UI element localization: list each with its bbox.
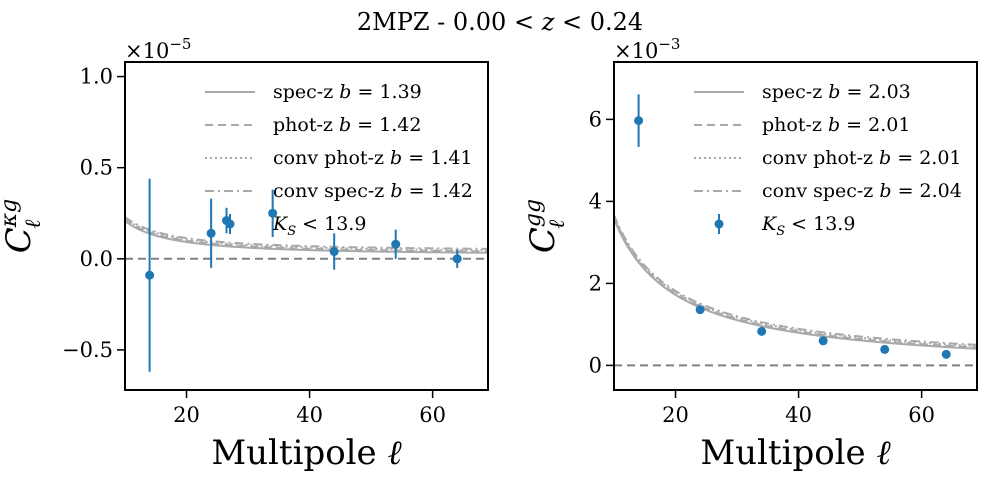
plot-area xyxy=(614,94,977,367)
data-point xyxy=(329,247,339,257)
legend-label: phot-z b = 2.01 xyxy=(762,114,910,136)
legend-label: KS < 13.9 xyxy=(272,213,366,239)
model-curve-dashdot xyxy=(614,214,977,346)
model-curve-dotted xyxy=(614,216,977,348)
x-tick-label: 20 xyxy=(662,403,689,427)
y-tick-label: 1.0 xyxy=(80,65,113,89)
legend-label: conv phot-z b = 2.01 xyxy=(762,147,962,169)
x-tick-label: 60 xyxy=(419,403,446,427)
data-point xyxy=(145,270,155,280)
legend-label: phot-z b = 1.42 xyxy=(273,114,421,136)
y-tick-label: 0 xyxy=(589,353,602,377)
plot-area xyxy=(125,178,488,372)
model-curve-dashed xyxy=(125,218,488,253)
y-tick-label: 6 xyxy=(589,107,602,131)
axis-offset-text: ×10−3 xyxy=(614,35,680,63)
model-curve-dotted xyxy=(125,217,488,252)
legend: spec-z b = 2.03 phot-z b = 2.01 conv phot-… xyxy=(694,81,962,239)
data-point xyxy=(206,228,216,238)
data-point xyxy=(391,239,401,249)
model-curve-solid xyxy=(614,218,977,350)
data-point xyxy=(941,349,951,359)
model-curve-solid xyxy=(125,220,488,254)
data-point xyxy=(880,344,890,354)
data-point xyxy=(695,305,705,315)
data-point xyxy=(452,254,462,264)
model-curve-dashed xyxy=(614,217,977,349)
axes-frame xyxy=(613,61,978,391)
model-curve-dashdot xyxy=(125,216,488,250)
x-axis-label: Multipole ℓ xyxy=(700,433,890,473)
y-tick-label: 0.0 xyxy=(80,247,113,271)
legend-marker xyxy=(714,219,724,229)
figure-title: 2MPZ - 0.00 < z < 0.24 xyxy=(357,8,643,36)
legend-label: conv spec-z b = 1.42 xyxy=(273,180,473,202)
legend-label: conv phot-z b = 1.41 xyxy=(273,147,473,169)
y-axis-label: Cggℓ xyxy=(521,199,570,253)
legend-label: spec-z b = 2.03 xyxy=(762,81,911,103)
x-tick-label: 20 xyxy=(173,403,200,427)
data-point xyxy=(268,208,278,218)
y-tick-label: 2 xyxy=(589,271,602,295)
data-point xyxy=(757,326,767,336)
y-tick-label: 0.5 xyxy=(80,156,113,180)
panel-g-g: 20 40 60 0 2 4 6 ×10−3 Multipole ℓ Cggℓ spec-z b =… xyxy=(521,35,978,473)
legend-marker xyxy=(225,219,235,229)
x-tick-label: 40 xyxy=(785,403,812,427)
y-tick-label: 4 xyxy=(589,189,602,213)
x-axis-label: Multipole ℓ xyxy=(211,433,401,473)
axes-frame xyxy=(124,61,489,391)
panel-kappa-g: 20 40 60 −0.5 0.0 0.5 1.0 ×10−5 Multipole ℓ Cκgℓ s… xyxy=(0,35,489,473)
x-tick-label: 40 xyxy=(296,403,323,427)
legend: spec-z b = 1.39 phot-z b = 1.42 conv phot-… xyxy=(205,81,473,239)
legend-label: KS < 13.9 xyxy=(761,213,855,239)
data-point xyxy=(818,336,828,346)
x-tick-label: 60 xyxy=(908,403,935,427)
y-axis-label: Cκgℓ xyxy=(0,199,46,254)
legend-label: conv spec-z b = 2.04 xyxy=(762,180,962,202)
data-point xyxy=(634,116,644,126)
y-tick-label: −0.5 xyxy=(62,338,113,362)
axis-offset-text: ×10−5 xyxy=(125,35,191,63)
legend-label: spec-z b = 1.39 xyxy=(273,81,422,103)
